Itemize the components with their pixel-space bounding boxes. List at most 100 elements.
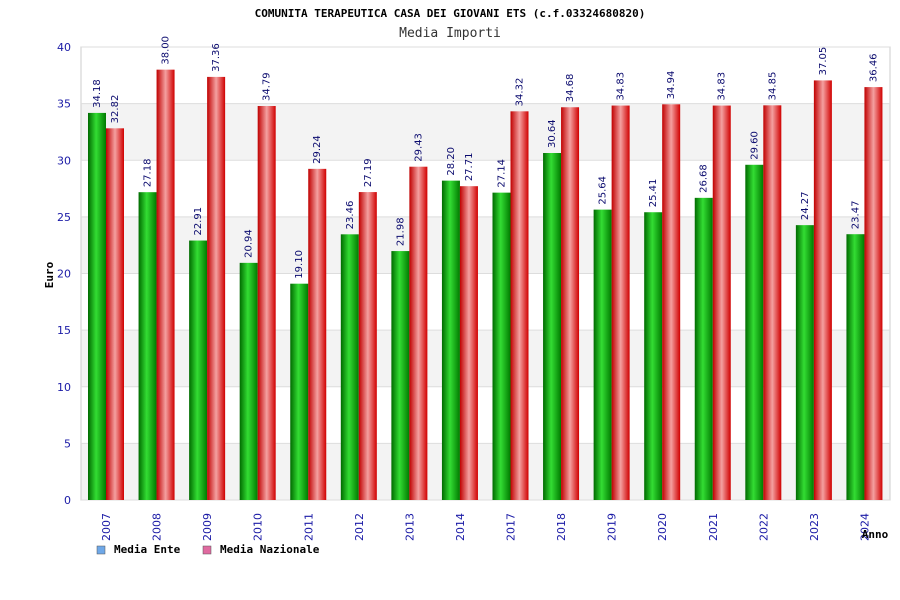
x-tick-label: 2024: [858, 513, 871, 541]
bar-media-ente: [239, 262, 258, 500]
data-label: 26.68: [699, 164, 710, 193]
data-label: 34.85: [767, 72, 778, 101]
bar-media-ente: [694, 197, 713, 500]
x-tick-label: 2018: [555, 513, 568, 541]
y-tick-label: 10: [57, 381, 71, 394]
data-label: 34.83: [616, 72, 627, 101]
bar-media-nazionale: [106, 128, 124, 500]
y-axis-label: Euro: [43, 261, 56, 288]
bar-media-nazionale: [358, 192, 377, 501]
chart-subtitle: Media Importi: [399, 26, 501, 41]
data-label: 24.27: [800, 192, 811, 221]
y-tick-label: 0: [64, 494, 71, 507]
bar-media-ente: [543, 153, 562, 500]
data-label: 37.05: [818, 47, 829, 76]
bar-media-ente: [138, 192, 157, 500]
x-axis-label: Anno: [862, 528, 889, 541]
x-tick-label: 2014: [454, 513, 467, 541]
data-label: 25.64: [598, 176, 609, 205]
legend-label: Media Ente: [114, 543, 181, 556]
legend-swatch: [96, 545, 106, 555]
data-label: 34.79: [262, 72, 273, 101]
data-label: 29.43: [413, 133, 424, 162]
data-label: 27.71: [464, 153, 475, 182]
bar-media-ente: [290, 283, 309, 500]
data-label: 34.94: [666, 71, 677, 100]
bar-media-nazionale: [712, 105, 731, 501]
x-tick-label: 2009: [201, 513, 214, 541]
data-label: 34.68: [565, 74, 576, 103]
x-tick-label: 2019: [606, 513, 619, 541]
data-label: 22.91: [193, 207, 204, 236]
y-tick-label: 15: [57, 324, 71, 337]
data-label: 34.83: [717, 72, 728, 101]
bar-media-nazionale: [308, 168, 327, 500]
bar-media-ente: [593, 209, 612, 500]
bar-media-ente: [340, 234, 359, 501]
bar-media-ente: [391, 251, 410, 500]
bar-media-nazionale: [813, 80, 832, 500]
x-tick-label: 2017: [505, 513, 518, 541]
y-tick-label: 30: [57, 154, 71, 167]
x-tick-label: 2020: [656, 513, 669, 541]
data-label: 29.60: [749, 131, 760, 160]
bar-media-nazionale: [763, 105, 782, 500]
y-tick-label: 25: [57, 211, 71, 224]
bar-media-nazionale: [207, 76, 226, 500]
data-labels-group: 34.18 32.82 27.18 38.00 22.91 37.36 20.94 34.79…: [92, 36, 879, 279]
data-label: 25.41: [648, 179, 659, 208]
y-axis-ticks: 0 5 10 15 20 25 30 35 40: [57, 41, 71, 507]
bar-media-ente: [644, 212, 663, 500]
data-label: 29.24: [312, 135, 323, 164]
x-axis-ticks: 2007 2008 2009 2010 2011 2012 2013 2014 2017 2018…: [100, 513, 871, 541]
chart-title: COMUNITA TERAPEUTICA CASA DEI GIOVANI ET…: [255, 7, 646, 20]
x-tick-label: 2011: [302, 513, 315, 541]
x-tick-label: 2022: [757, 513, 770, 541]
data-label: 21.98: [395, 217, 406, 246]
data-label: 34.32: [515, 78, 526, 107]
bar-media-ente: [745, 164, 764, 500]
bar-media-ente: [441, 180, 460, 500]
bars-group: [88, 69, 883, 501]
data-label: 36.46: [868, 53, 879, 82]
bar-media-nazionale: [257, 106, 276, 501]
data-label: 37.36: [211, 43, 222, 72]
bar-media-nazionale: [561, 107, 580, 501]
data-label: 20.94: [244, 229, 255, 258]
bar-media-ente: [795, 225, 814, 500]
bar-media-ente: [189, 240, 208, 500]
legend-swatch: [202, 545, 212, 555]
bar-media-nazionale: [156, 69, 175, 501]
data-label: 27.19: [363, 158, 374, 187]
data-label: 30.64: [547, 119, 558, 148]
x-tick-label: 2023: [808, 513, 821, 541]
bar-media-nazionale: [662, 104, 681, 500]
x-tick-label: 2008: [151, 513, 164, 541]
x-tick-label: 2012: [353, 513, 366, 541]
y-tick-label: 20: [57, 268, 71, 281]
bar-media-nazionale: [409, 166, 428, 500]
data-label: 23.47: [850, 201, 861, 230]
bar-media-ente: [88, 112, 106, 500]
bar-media-ente: [846, 234, 865, 500]
data-label: 23.46: [345, 201, 356, 230]
bar-media-nazionale: [611, 105, 630, 501]
legend-label: Media Nazionale: [220, 543, 320, 556]
bar-media-nazionale: [864, 87, 883, 500]
bar-media-ente: [492, 192, 511, 500]
bar-media-nazionale: [510, 111, 529, 501]
bar-media-nazionale: [459, 186, 478, 500]
x-tick-label: 2007: [100, 513, 113, 541]
data-label: 32.82: [110, 95, 121, 124]
data-label: 38.00: [161, 36, 172, 65]
x-tick-label: 2021: [707, 513, 720, 541]
data-label: 28.20: [446, 147, 457, 176]
x-tick-label: 2010: [252, 513, 265, 541]
data-label: 34.18: [92, 79, 103, 108]
y-tick-label: 40: [57, 41, 71, 54]
y-tick-label: 5: [64, 437, 71, 450]
data-label: 19.10: [294, 250, 305, 279]
data-label: 27.18: [143, 159, 154, 188]
y-tick-label: 35: [57, 98, 71, 111]
